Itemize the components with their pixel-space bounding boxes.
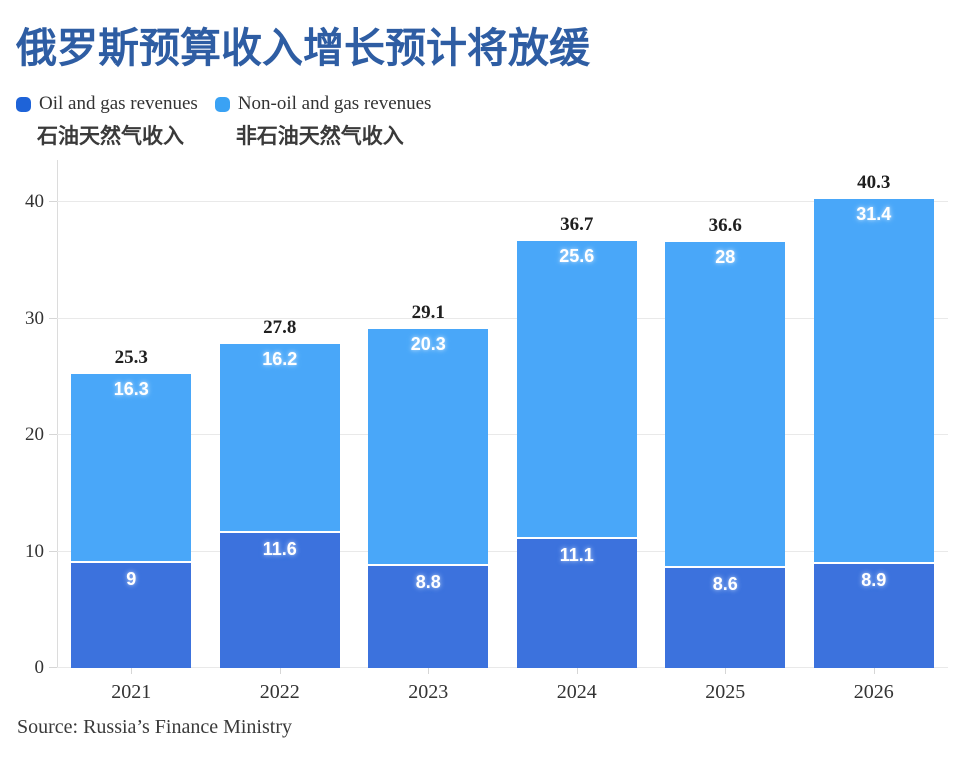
legend-item-oil: Oil and gas revenues 石油天然气收入: [16, 93, 198, 150]
oil-segment-value-label: 8.8: [415, 571, 441, 592]
x-axis-tick: [576, 668, 578, 674]
oil-segment-value-label: 8.6: [712, 573, 738, 594]
total-value-label: 36.7: [560, 213, 594, 235]
x-axis-tick: [873, 668, 875, 674]
x-axis-tick: [428, 668, 430, 674]
y-axis-tick: [49, 317, 57, 319]
gridline: [57, 317, 948, 319]
x-axis-tick: [279, 668, 281, 674]
y-axis-line: [57, 160, 58, 668]
oil-legend-swatch-icon: [16, 96, 31, 112]
y-axis-tick: [49, 550, 57, 552]
y-axis-label: 30: [25, 307, 44, 329]
legend: Oil and gas revenues 石油天然气收入 Non-oil and…: [16, 93, 431, 150]
nonoil-segment: 28: [665, 241, 786, 566]
legend-row-nonoil: Non-oil and gas revenues: [214, 93, 432, 115]
x-axis-label: 2026: [853, 681, 894, 703]
y-axis-label: 0: [34, 657, 45, 678]
gridline: [57, 201, 948, 203]
nonoil-segment-value-label: 28: [715, 246, 736, 267]
nonoil-legend-label-en: Non-oil and gas revenues: [237, 93, 432, 114]
nonoil-legend-label-zh: 非石油天然气收入: [235, 125, 404, 148]
x-axis-label: 2024: [556, 681, 597, 703]
x-axis-label: 2025: [705, 681, 746, 703]
y-axis-tick: [49, 434, 57, 436]
x-axis-label: 2022: [259, 681, 300, 703]
y-axis-label: 20: [25, 424, 44, 446]
y-axis-tick: [49, 201, 57, 203]
y-axis-label: 10: [25, 540, 44, 562]
oil-segment: 9: [71, 563, 192, 668]
x-axis-label: 2021: [111, 681, 152, 703]
bar-group: 8.9 31.4: [813, 198, 934, 668]
x-axis-tick: [725, 668, 727, 674]
total-value-label: 27.8: [263, 317, 297, 339]
oil-segment-value-label: 9: [126, 569, 137, 590]
legend-item-nonoil: Non-oil and gas revenues 非石油天然气收入: [214, 93, 432, 150]
nonoil-segment: 16.2: [219, 344, 340, 531]
stacked-bar-chart: 0 10 20 30 40 9 16.3 25.3 2021 11.6 16.2 27.8 2022 8.…: [25, 150, 948, 703]
oil-legend-label-en: Oil and gas revenues: [39, 93, 198, 114]
gridline: [57, 550, 948, 552]
x-axis-label: 2023: [408, 681, 449, 703]
bar-group: 8.8 20.3: [368, 329, 489, 668]
total-value-label: 40.3: [857, 171, 891, 193]
page-title: 俄罗斯预算收入增长预计将放缓: [16, 25, 590, 71]
y-axis-tick: [49, 667, 57, 668]
oil-segment: 11.6: [219, 532, 340, 668]
nonoil-segment: 25.6: [516, 240, 637, 537]
oil-segment-value-label: 8.9: [861, 570, 887, 591]
bar-group: 9 16.3: [71, 373, 192, 668]
bar-group: 11.1 25.6: [516, 240, 637, 668]
nonoil-segment-value-label: 20.3: [410, 334, 446, 355]
oil-segment-value-label: 11.6: [262, 538, 297, 559]
legend-row-oil: Oil and gas revenues: [16, 93, 198, 115]
oil-segment: 8.8: [368, 565, 489, 668]
nonoil-segment: 31.4: [813, 198, 934, 563]
oil-segment: 8.9: [813, 564, 934, 668]
nonoil-segment-value-label: 16.3: [113, 378, 149, 399]
oil-segment: 11.1: [516, 538, 637, 668]
nonoil-segment-value-label: 25.6: [559, 245, 595, 266]
x-axis-tick: [131, 668, 133, 674]
nonoil-segment-value-label: 16.2: [262, 349, 298, 370]
y-axis-label: 40: [25, 191, 44, 213]
nonoil-segment-value-label: 31.4: [856, 203, 892, 224]
total-value-label: 29.1: [411, 302, 445, 324]
gridline: [57, 667, 948, 668]
total-value-label: 25.3: [114, 346, 148, 368]
nonoil-legend-swatch-icon: [214, 96, 230, 112]
bar-group: 11.6 16.2: [219, 344, 340, 668]
bar-group: 8.6 28: [665, 241, 786, 668]
total-value-label: 36.6: [708, 214, 742, 236]
oil-legend-label-zh: 石油天然气收入: [37, 125, 184, 148]
oil-segment-value-label: 11.1: [559, 544, 594, 565]
oil-segment: 8.6: [665, 567, 786, 668]
nonoil-segment: 20.3: [368, 329, 489, 564]
source-note: Source: Russia’s Finance Ministry: [17, 716, 292, 738]
gridline: [57, 434, 948, 436]
nonoil-segment: 16.3: [71, 373, 192, 562]
